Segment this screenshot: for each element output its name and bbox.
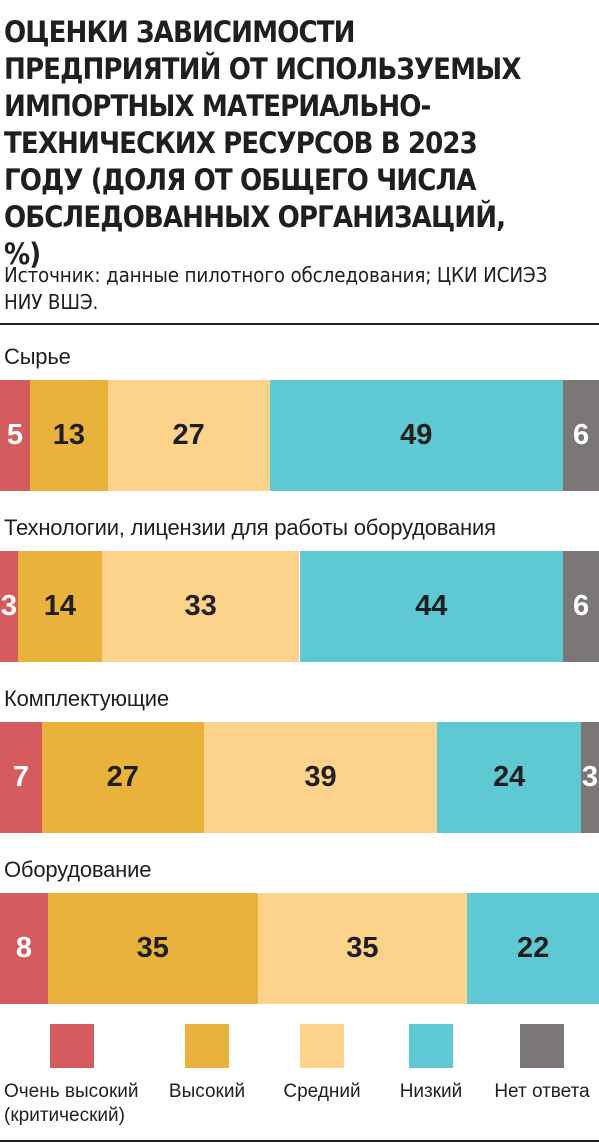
legend-label: Высокий	[168, 1081, 246, 1102]
bar-segment: 22	[467, 893, 599, 1004]
data-label: 44	[415, 590, 448, 622]
bar-segment: 5	[0, 380, 30, 491]
bar-segment: 49	[269, 380, 564, 491]
data-label: 6	[572, 419, 590, 451]
legend-swatch	[300, 1024, 344, 1068]
data-label: 35	[346, 932, 379, 964]
data-label: 22	[516, 932, 550, 964]
data-label: 6	[572, 590, 590, 622]
data-label: 49	[400, 419, 433, 451]
bar-segment: 35	[47, 893, 258, 1004]
bar-segment: 8	[0, 893, 48, 1004]
data-label: 8	[15, 932, 33, 964]
chart-source: Источник: данные пилотного обследования;…	[4, 263, 548, 314]
bar-segment: 24	[437, 722, 582, 833]
bar-segment: 44	[299, 551, 564, 662]
data-label: 3	[0, 590, 18, 622]
chart-title: Оценки зависимости предприятий от исполь…	[4, 15, 521, 271]
category-label: Сырье	[4, 344, 71, 369]
category-label: Оборудование	[4, 857, 152, 882]
bar-segment: 27	[41, 722, 204, 833]
category-label: Технологии, лицензии для работы оборудов…	[4, 515, 496, 540]
data-label: 7	[12, 761, 30, 793]
data-label: 3	[581, 761, 599, 793]
bar-segment: 33	[101, 551, 300, 662]
bottom-divider	[0, 1140, 599, 1142]
data-label: 39	[304, 761, 337, 793]
data-label: 5	[6, 419, 24, 451]
bar-segment: 6	[563, 551, 599, 662]
bar-row: 8 35 35 22	[0, 893, 599, 1004]
data-label: 33	[184, 590, 217, 622]
bar-row: 7 27 39 24 3	[0, 722, 599, 833]
legend-label: Очень высокий (критический)	[4, 1081, 139, 1126]
top-divider	[0, 323, 599, 325]
bar-segment: 6	[563, 380, 599, 491]
legend-swatch	[409, 1024, 453, 1068]
legend-label: Низкий	[399, 1081, 463, 1102]
data-label: 27	[106, 761, 139, 793]
bar-segment: 39	[203, 722, 438, 833]
data-label: 13	[52, 419, 85, 451]
legend-label: Нет ответа	[494, 1081, 590, 1102]
bar-row: 5 13 27 49 6	[0, 380, 599, 491]
bar-segment: 35	[257, 893, 468, 1004]
bar-segment: 27	[107, 380, 270, 491]
data-label: 14	[43, 590, 77, 622]
data-label: 24	[493, 761, 526, 793]
bar-segment: 7	[0, 722, 42, 833]
bar-segment: 3	[581, 722, 599, 833]
category-label: Комплектующие	[4, 686, 169, 711]
data-label: 27	[172, 419, 205, 451]
legend-swatch	[185, 1024, 229, 1068]
data-label: 35	[136, 932, 169, 964]
bar-segment: 13	[29, 380, 108, 491]
legend-swatch	[520, 1024, 564, 1068]
bar-row: 3 14 33 44 6	[0, 551, 599, 662]
bar-segment: 3	[0, 551, 18, 662]
legend-label: Средний	[283, 1081, 361, 1102]
legend-swatch	[50, 1024, 94, 1068]
bar-segment: 14	[17, 551, 102, 662]
